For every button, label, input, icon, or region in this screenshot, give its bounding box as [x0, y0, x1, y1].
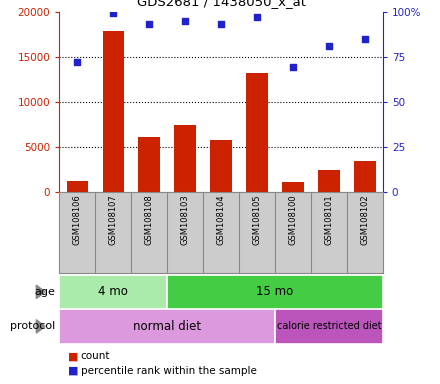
Bar	[59, 275, 167, 309]
Bar	[354, 161, 376, 192]
Polygon shape	[37, 285, 45, 299]
Bar	[246, 73, 268, 192]
Bar	[66, 181, 88, 192]
Point	[218, 21, 225, 27]
Point	[326, 43, 333, 49]
Title: GDS2681 / 1438050_x_at: GDS2681 / 1438050_x_at	[136, 0, 306, 8]
Point	[290, 65, 297, 71]
Text: GSM108105: GSM108105	[253, 194, 261, 245]
Point	[182, 17, 189, 24]
Text: GSM108106: GSM108106	[73, 194, 82, 245]
Text: age: age	[34, 287, 55, 297]
Text: calorie restricted diet: calorie restricted diet	[277, 321, 381, 331]
Text: count: count	[81, 351, 110, 361]
Text: GSM108101: GSM108101	[324, 194, 334, 245]
Polygon shape	[37, 319, 45, 333]
Bar	[318, 170, 340, 192]
Point	[361, 36, 368, 42]
Point	[110, 10, 117, 17]
Bar	[59, 309, 275, 344]
Bar	[275, 309, 383, 344]
Text: GSM108107: GSM108107	[109, 194, 118, 245]
Text: GSM108102: GSM108102	[360, 194, 369, 245]
Bar	[139, 137, 160, 192]
Text: GSM108100: GSM108100	[289, 194, 297, 245]
Text: GSM108103: GSM108103	[181, 194, 190, 245]
Text: GSM108104: GSM108104	[216, 194, 226, 245]
Bar	[174, 125, 196, 192]
Text: ■: ■	[68, 351, 79, 361]
Text: 15 mo: 15 mo	[257, 285, 293, 298]
Bar	[282, 182, 304, 192]
Text: ■: ■	[68, 366, 79, 376]
Point	[74, 59, 81, 65]
Bar	[167, 275, 383, 309]
Text: GSM108108: GSM108108	[145, 194, 154, 245]
Text: percentile rank within the sample: percentile rank within the sample	[81, 366, 257, 376]
Bar	[103, 31, 124, 192]
Text: protocol: protocol	[10, 321, 55, 331]
Point	[146, 21, 153, 27]
Point	[253, 14, 260, 20]
Text: normal diet: normal diet	[133, 320, 201, 333]
Text: 4 mo: 4 mo	[99, 285, 128, 298]
Bar	[210, 140, 232, 192]
